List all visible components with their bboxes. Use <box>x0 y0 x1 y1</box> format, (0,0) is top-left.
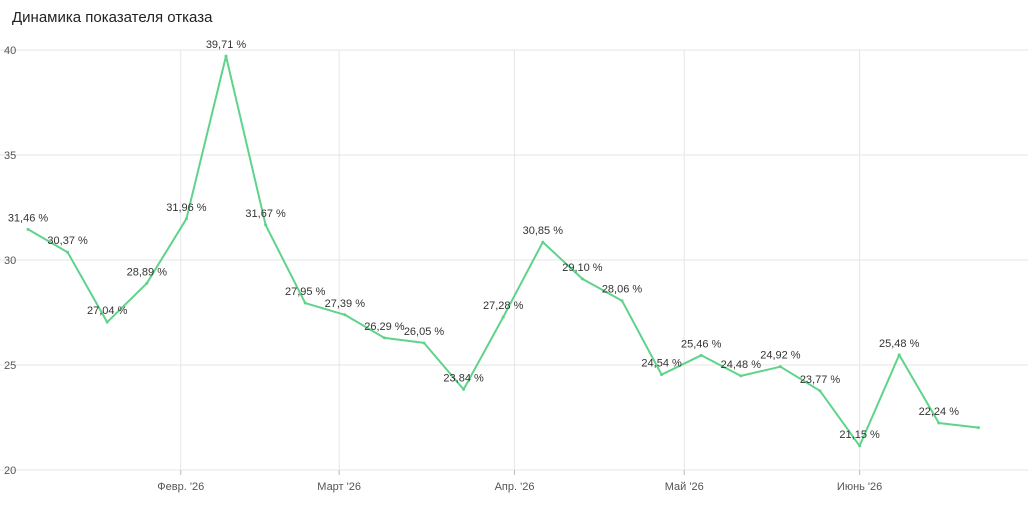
data-point <box>937 421 941 425</box>
data-label: 30,85 % <box>523 225 564 237</box>
data-point <box>145 281 149 285</box>
data-labels: 31,46 % 30,37 % 27,04 % 28,89 % 31,96 % 39,71… <box>8 39 959 441</box>
data-label: 23,77 % <box>800 374 841 386</box>
x-tick-label: Февр. '26 <box>157 481 204 493</box>
x-tick-label: Май '26 <box>665 481 704 493</box>
data-point <box>858 444 862 448</box>
x-tick-label: Апр. '26 <box>495 481 535 493</box>
y-tick-label: 20 <box>4 465 16 477</box>
data-label: 23,84 % <box>443 372 484 384</box>
data-label: 31,96 % <box>166 202 207 214</box>
data-point <box>382 336 386 340</box>
data-point <box>897 353 901 357</box>
grid-lines <box>0 49 1028 471</box>
data-point <box>660 373 664 377</box>
data-label: 29,10 % <box>562 262 603 274</box>
data-label: 27,04 % <box>87 305 128 317</box>
data-point <box>105 320 109 324</box>
data-label: 39,71 % <box>206 39 247 51</box>
x-tick-label: Июнь '26 <box>837 481 882 493</box>
data-point <box>422 341 426 345</box>
data-label: 27,39 % <box>325 298 366 310</box>
data-point <box>462 387 466 391</box>
data-point <box>541 240 545 244</box>
data-label: 24,54 % <box>641 358 682 370</box>
series-line <box>26 54 980 448</box>
data-point <box>264 223 268 227</box>
data-label: 28,89 % <box>127 266 168 278</box>
data-point <box>620 299 624 303</box>
data-point <box>224 54 228 58</box>
data-label: 24,48 % <box>721 359 762 371</box>
data-label: 24,92 % <box>760 350 801 362</box>
data-label: 30,37 % <box>47 235 88 247</box>
series-polyline <box>27 55 979 447</box>
axes: 20 25 30 35 40 Февр. '26 Март '26 Апр. '26 Май '… <box>4 45 882 493</box>
data-point <box>580 277 584 281</box>
data-point <box>739 374 743 378</box>
data-point <box>26 227 30 231</box>
data-label: 27,28 % <box>483 300 524 312</box>
data-label: 27,95 % <box>285 286 326 298</box>
chart-title: Динамика показателя отказа <box>12 9 213 26</box>
y-tick-label: 35 <box>4 150 16 162</box>
x-tick-label: Март '26 <box>317 481 361 493</box>
data-label: 26,29 % <box>364 321 405 333</box>
data-label: 31,67 % <box>245 208 286 220</box>
data-label: 25,48 % <box>879 338 920 350</box>
y-tick-label: 25 <box>4 360 16 372</box>
data-point <box>818 389 822 393</box>
data-label: 21,15 % <box>839 429 880 441</box>
data-point <box>343 313 347 317</box>
data-label: 25,46 % <box>681 338 722 350</box>
data-label: 22,24 % <box>919 406 960 418</box>
data-point <box>303 301 307 305</box>
data-point <box>66 250 70 254</box>
data-label: 31,46 % <box>8 212 49 224</box>
y-tick-label: 30 <box>4 255 16 267</box>
data-point <box>778 365 782 369</box>
data-label: 26,05 % <box>404 326 445 338</box>
data-point <box>501 315 505 319</box>
data-point <box>699 353 703 357</box>
data-point <box>976 426 980 430</box>
data-label: 28,06 % <box>602 284 643 296</box>
data-point <box>184 217 188 221</box>
y-tick-label: 40 <box>4 45 16 57</box>
